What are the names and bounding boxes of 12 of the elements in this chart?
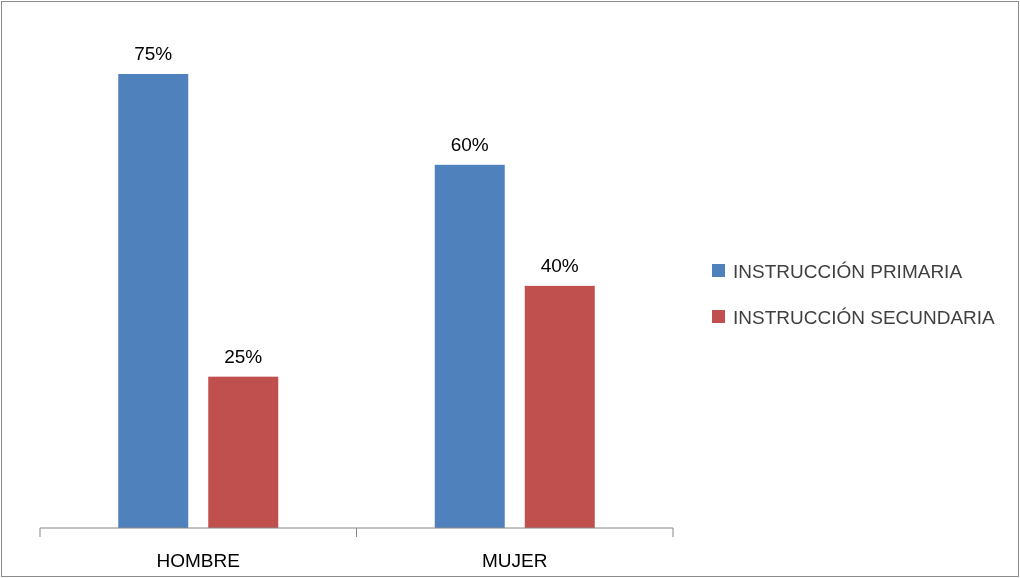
data-label: 40%	[540, 254, 579, 276]
data-label: 60%	[450, 133, 489, 155]
bar	[118, 74, 189, 528]
data-label: 25%	[224, 345, 263, 367]
bar	[208, 376, 279, 528]
x-tick-label: MUJER	[482, 550, 548, 571]
x-tick-label: HOMBRE	[156, 550, 240, 571]
data-label: 75%	[134, 43, 173, 64]
bar	[434, 164, 505, 528]
legend-label: INSTRUCCIÓN SECUNDARIA	[733, 307, 996, 328]
legend-label: INSTRUCCIÓN PRIMARIA	[733, 261, 963, 282]
bar	[524, 285, 595, 528]
